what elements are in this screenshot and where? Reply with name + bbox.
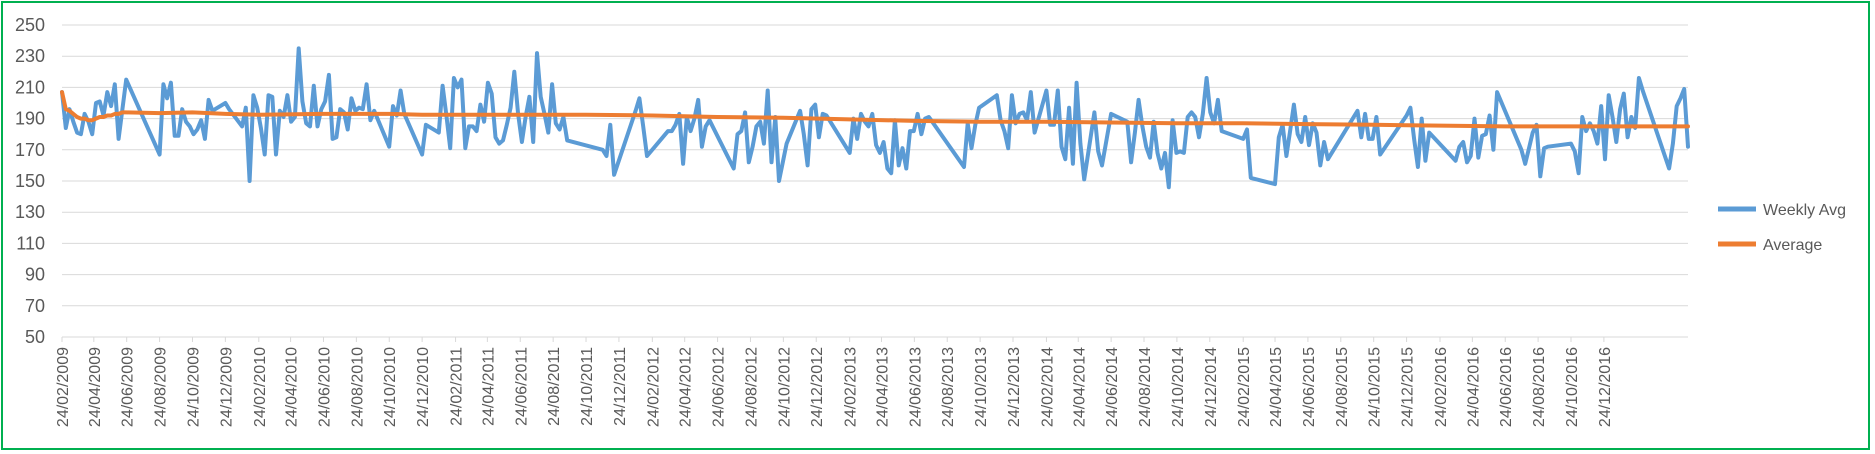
x-tick-label: 24/02/2009 xyxy=(55,347,72,427)
x-tick-label: 24/02/2011 xyxy=(449,347,466,426)
x-tick-label: 24/02/2016 xyxy=(1433,347,1450,427)
y-tick-label: 110 xyxy=(16,233,45,253)
x-tick-label: 24/08/2014 xyxy=(1137,347,1154,427)
x-tick-label: 24/04/2011 xyxy=(480,347,497,426)
gridlines xyxy=(61,24,1688,342)
legend-label-average: Average xyxy=(1763,237,1822,254)
x-tick-label: 24/08/2015 xyxy=(1334,347,1351,427)
y-tick-label: 210 xyxy=(15,77,45,97)
y-tick-label: 130 xyxy=(15,202,45,222)
x-tick-label: 24/08/2012 xyxy=(744,347,761,427)
legend: Weekly Avg Average xyxy=(1718,202,1846,254)
x-tick-label: 24/08/2011 xyxy=(546,347,563,426)
x-tick-label: 24/06/2010 xyxy=(317,347,334,427)
x-tick-label: 24/12/2014 xyxy=(1203,347,1220,427)
x-tick-label: 24/10/2014 xyxy=(1170,347,1187,427)
x-tick-label: 24/12/2010 xyxy=(415,347,432,427)
y-tick-label: 70 xyxy=(25,296,45,316)
x-tick-label: 24/04/2009 xyxy=(87,347,104,427)
x-tick-label: 24/12/2011 xyxy=(612,347,629,426)
x-tick-label: 24/06/2011 xyxy=(513,347,530,426)
x-tick-label: 24/08/2010 xyxy=(349,347,366,427)
x-tick-label: 24/04/2015 xyxy=(1268,347,1285,427)
series-lines xyxy=(60,46,1690,190)
x-tick-label: 24/06/2013 xyxy=(907,347,924,427)
x-tick-label: 24/12/2016 xyxy=(1597,347,1614,427)
y-tick-label: 150 xyxy=(15,171,45,191)
x-tick-label: 24/06/2015 xyxy=(1301,347,1318,427)
y-tick-label: 250 xyxy=(15,15,45,35)
x-tick-label: 24/10/2011 xyxy=(579,347,596,426)
x-tick-label: 24/02/2013 xyxy=(843,347,860,427)
x-tick-label: 24/08/2016 xyxy=(1531,347,1548,427)
x-tick-label: 24/06/2009 xyxy=(120,347,137,427)
x-tick-label: 24/10/2012 xyxy=(776,347,793,427)
x-tick-label: 24/12/2015 xyxy=(1400,347,1417,427)
x-tick-label: 24/12/2009 xyxy=(218,347,235,427)
y-tick-label: 90 xyxy=(25,265,45,285)
x-tick-label: 24/06/2014 xyxy=(1104,347,1121,427)
x-tick-label: 24/10/2016 xyxy=(1564,347,1581,427)
legend-label-weekly-avg: Weekly Avg xyxy=(1763,202,1846,219)
x-tick-label: 24/10/2010 xyxy=(382,347,399,427)
y-tick-label: 190 xyxy=(15,109,45,129)
x-axis-tick-labels: 24/02/2009 24/04/2009 24/06/2009 24/08/2009… xyxy=(55,347,1614,427)
series-line-weekly-avg xyxy=(60,46,1690,190)
x-tick-label: 24/02/2015 xyxy=(1236,347,1253,427)
x-tick-label: 24/02/2014 xyxy=(1039,347,1056,427)
x-tick-label: 24/04/2014 xyxy=(1071,347,1088,427)
x-tick-label: 24/12/2013 xyxy=(1006,347,1023,427)
x-tick-label: 24/02/2012 xyxy=(645,347,662,427)
x-tick-label: 24/02/2010 xyxy=(252,347,269,427)
x-tick-label: 24/08/2013 xyxy=(940,347,957,427)
x-tick-label: 24/12/2012 xyxy=(809,347,826,427)
x-tick-label: 24/04/2010 xyxy=(284,347,301,427)
y-tick-label: 170 xyxy=(15,140,45,160)
x-tick-label: 24/04/2012 xyxy=(678,347,695,427)
x-tick-label: 24/04/2013 xyxy=(875,347,892,427)
x-tick-label: 24/10/2009 xyxy=(186,347,203,427)
x-tick-label: 24/04/2016 xyxy=(1465,347,1482,427)
x-tick-label: 24/06/2012 xyxy=(711,347,728,427)
x-tick-label: 24/10/2013 xyxy=(973,347,990,427)
x-tick-label: 24/10/2015 xyxy=(1367,347,1384,427)
series-line-average xyxy=(60,90,1690,129)
y-tick-label: 230 xyxy=(15,46,45,66)
y-tick-label: 50 xyxy=(25,327,45,347)
x-tick-label: 24/06/2016 xyxy=(1498,347,1515,427)
y-axis-tick-labels: 50 70 90 110 130 150 170 190 210 230 250 xyxy=(15,15,45,347)
x-tick-label: 24/08/2009 xyxy=(153,347,170,427)
